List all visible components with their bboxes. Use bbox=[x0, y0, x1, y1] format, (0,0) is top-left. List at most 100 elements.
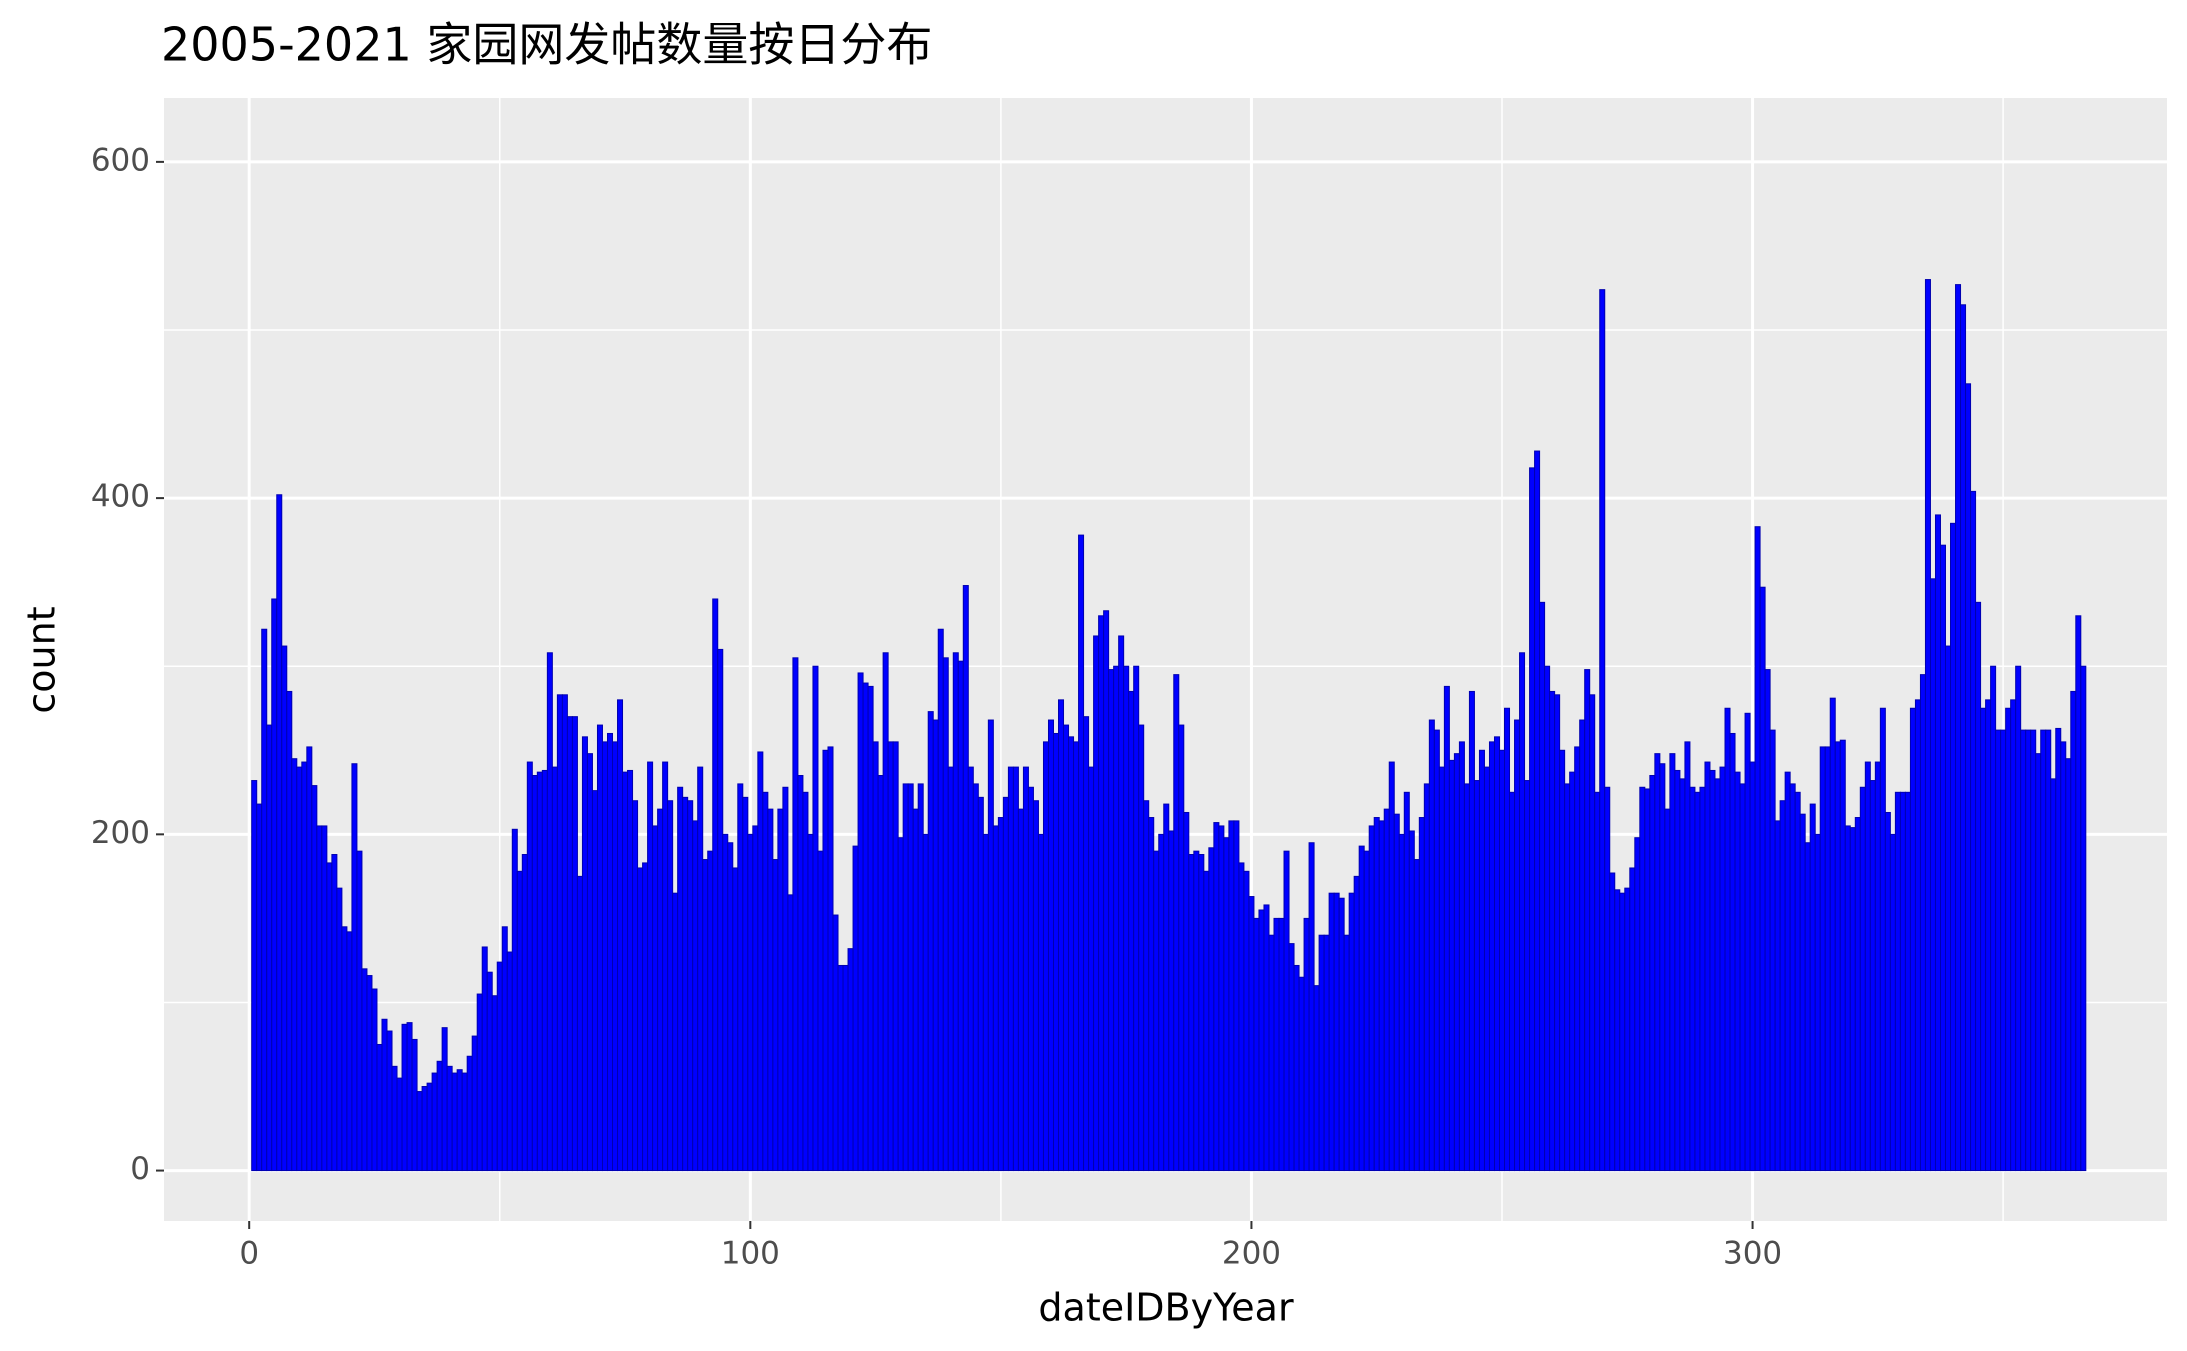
bar bbox=[1564, 783, 1571, 1172]
bar bbox=[1223, 837, 1230, 1172]
bar bbox=[251, 780, 258, 1172]
bar bbox=[1714, 778, 1721, 1172]
bar bbox=[727, 842, 734, 1172]
bar bbox=[707, 850, 714, 1172]
bar bbox=[2010, 699, 2017, 1172]
bar bbox=[862, 682, 869, 1172]
bar bbox=[1093, 635, 1100, 1172]
bar bbox=[381, 1018, 388, 1172]
bar bbox=[912, 808, 919, 1172]
bar bbox=[1283, 850, 1290, 1172]
bar bbox=[471, 1035, 478, 1172]
bar bbox=[847, 948, 854, 1172]
bar bbox=[441, 1027, 448, 1172]
bar bbox=[1288, 943, 1295, 1172]
bar bbox=[617, 699, 624, 1172]
bar bbox=[506, 951, 513, 1172]
bar bbox=[1208, 847, 1215, 1172]
bar bbox=[637, 867, 644, 1172]
bar bbox=[652, 825, 659, 1172]
bar bbox=[642, 862, 649, 1172]
bar bbox=[1934, 514, 1941, 1172]
bar bbox=[992, 825, 999, 1172]
bar bbox=[697, 766, 704, 1172]
bar bbox=[1103, 610, 1110, 1172]
bar bbox=[1549, 690, 1556, 1172]
bar bbox=[551, 766, 558, 1172]
bar bbox=[1203, 870, 1210, 1172]
bar bbox=[822, 749, 829, 1172]
bar bbox=[481, 946, 488, 1172]
bar bbox=[1413, 859, 1420, 1172]
bar bbox=[742, 796, 749, 1172]
bar bbox=[306, 746, 313, 1172]
bar bbox=[1649, 774, 1656, 1172]
bar bbox=[877, 774, 884, 1172]
bar bbox=[917, 783, 924, 1172]
bar bbox=[1423, 783, 1430, 1172]
y-tick-label: 0 bbox=[130, 1151, 150, 1187]
bar bbox=[2075, 615, 2082, 1172]
bar bbox=[897, 837, 904, 1172]
bar bbox=[1073, 741, 1080, 1172]
bar bbox=[1950, 522, 1957, 1172]
bar bbox=[1854, 817, 1861, 1172]
bar bbox=[1960, 304, 1967, 1172]
bar bbox=[1764, 669, 1771, 1172]
bar bbox=[997, 817, 1004, 1172]
bar bbox=[1163, 803, 1170, 1172]
bar bbox=[1108, 669, 1115, 1172]
bar bbox=[1574, 746, 1581, 1172]
x-tick-label: 300 bbox=[1723, 1236, 1782, 1272]
bar bbox=[286, 690, 293, 1172]
bar bbox=[1007, 766, 1014, 1172]
bar bbox=[1975, 601, 1982, 1172]
bar bbox=[1353, 875, 1360, 1172]
bar bbox=[732, 867, 739, 1172]
bar bbox=[677, 786, 684, 1172]
bar bbox=[1894, 791, 1901, 1172]
bar bbox=[1759, 586, 1766, 1172]
bar bbox=[987, 719, 994, 1172]
bar bbox=[586, 753, 593, 1172]
bar bbox=[276, 494, 283, 1172]
bar bbox=[561, 694, 568, 1172]
bar bbox=[256, 803, 263, 1172]
bar bbox=[667, 800, 674, 1172]
bar bbox=[1218, 825, 1225, 1172]
bar bbox=[1113, 665, 1120, 1172]
x-tick-label: 0 bbox=[239, 1236, 259, 1272]
bar bbox=[331, 854, 338, 1172]
bar bbox=[1544, 665, 1551, 1172]
bar bbox=[1634, 837, 1641, 1172]
bar bbox=[596, 724, 603, 1172]
bar bbox=[546, 652, 553, 1172]
bar bbox=[782, 786, 789, 1172]
bar bbox=[662, 761, 669, 1172]
bar bbox=[1133, 665, 1140, 1172]
bar bbox=[2070, 690, 2077, 1172]
bar bbox=[982, 833, 989, 1172]
bar bbox=[1599, 289, 1606, 1172]
bar bbox=[1148, 817, 1155, 1172]
bar bbox=[1584, 669, 1591, 1172]
bar bbox=[1433, 729, 1440, 1172]
bar bbox=[1924, 279, 1931, 1172]
bar bbox=[1098, 615, 1105, 1172]
bar bbox=[1629, 867, 1636, 1172]
bar bbox=[1393, 813, 1400, 1172]
bar bbox=[852, 845, 859, 1172]
bar bbox=[722, 833, 729, 1172]
bar bbox=[792, 657, 799, 1172]
bar bbox=[1519, 652, 1526, 1172]
bar bbox=[301, 761, 308, 1172]
bar bbox=[426, 1082, 433, 1172]
bar bbox=[1328, 892, 1335, 1172]
bar bbox=[717, 648, 724, 1172]
bar bbox=[376, 1043, 383, 1172]
bar bbox=[1158, 833, 1165, 1172]
bar bbox=[1253, 917, 1260, 1172]
bar bbox=[1398, 833, 1405, 1172]
bar bbox=[1143, 800, 1150, 1172]
